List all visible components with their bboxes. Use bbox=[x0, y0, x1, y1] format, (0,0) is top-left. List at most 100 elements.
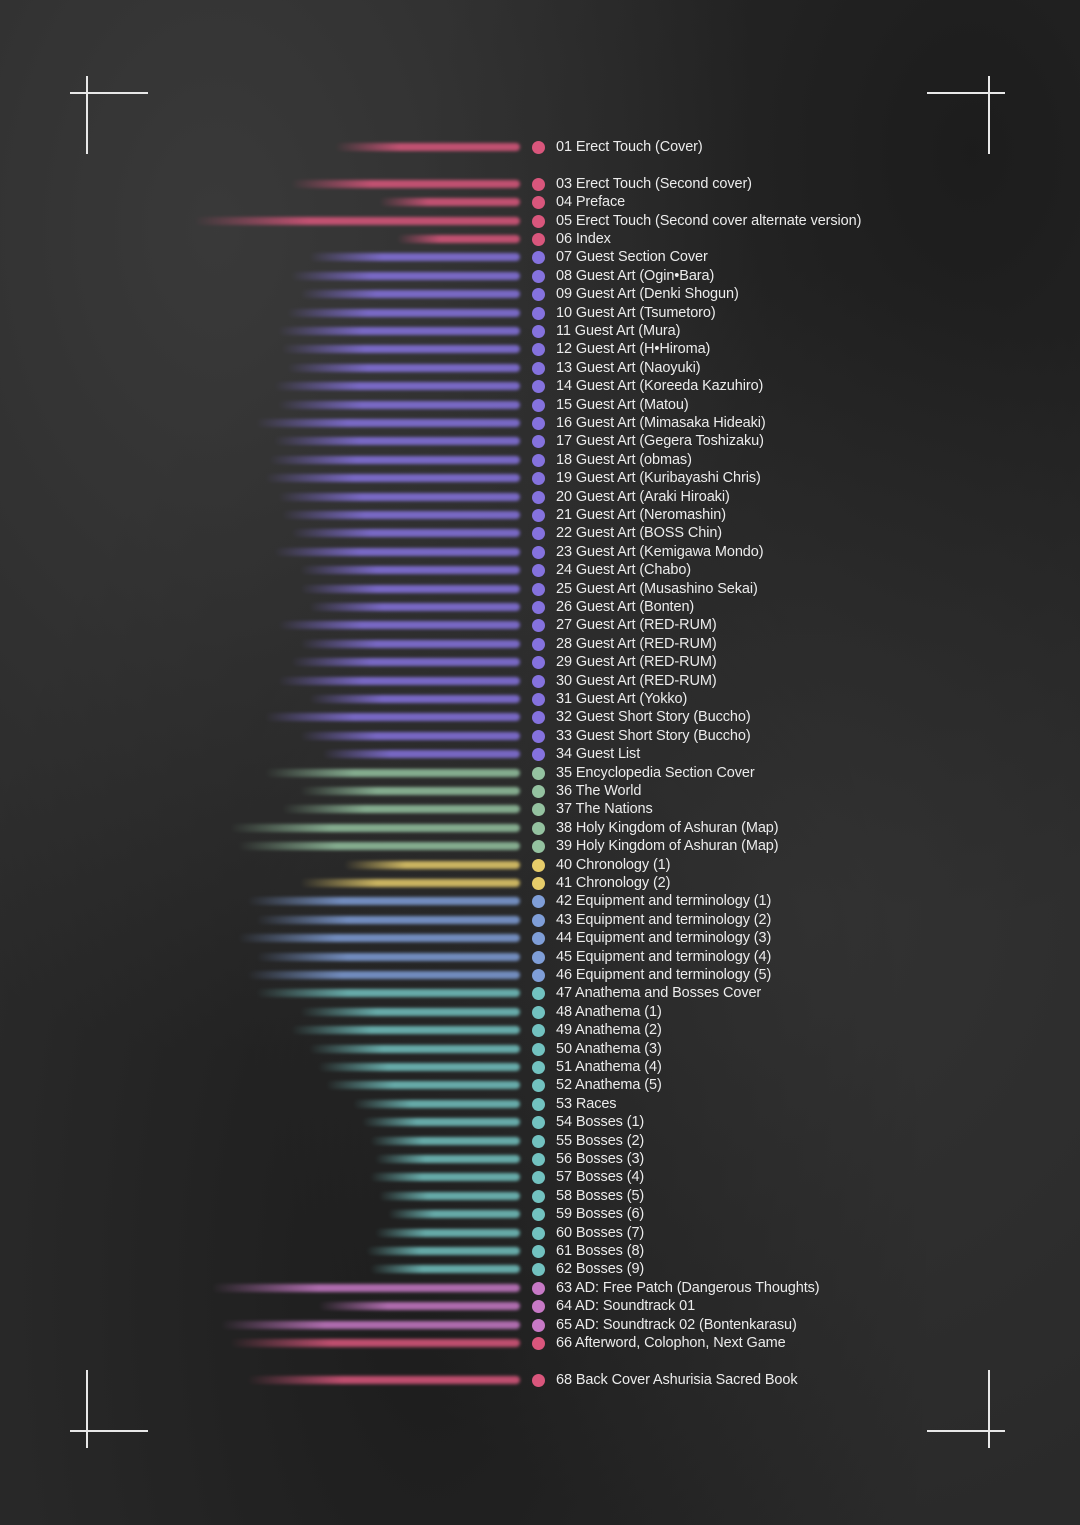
entry-label: 54 Bosses (1) bbox=[556, 1114, 645, 1131]
entry-dot bbox=[532, 417, 545, 430]
entry-bar bbox=[322, 750, 520, 759]
entry-dot bbox=[532, 1189, 545, 1203]
entry-bar bbox=[256, 419, 520, 427]
toc-entry: 37 The Nations bbox=[0, 800, 1080, 818]
entry-dot bbox=[532, 1042, 545, 1056]
entry-label: 32 Guest Short Story (Buccho) bbox=[556, 709, 751, 726]
entry-label: 15 Guest Art (Matou) bbox=[556, 396, 689, 413]
entry-dot bbox=[532, 693, 545, 706]
entry-dot bbox=[532, 674, 545, 688]
entry-label: 55 Bosses (2) bbox=[556, 1132, 645, 1149]
entry-dot bbox=[532, 803, 545, 817]
entry-label: 24 Guest Art (Chabo) bbox=[556, 562, 692, 579]
toc-entry: 30 Guest Art (RED-RUM) bbox=[0, 672, 1080, 690]
entry-label: 68 Back Cover Ashurisia Sacred Book bbox=[556, 1371, 798, 1388]
entry-label: 34 Guest List bbox=[556, 746, 641, 763]
entry-bar bbox=[309, 695, 520, 703]
entry-bar bbox=[265, 713, 520, 722]
entry-bar bbox=[318, 1302, 520, 1311]
entry-bar bbox=[375, 1228, 520, 1237]
entry-dot bbox=[532, 325, 545, 338]
entry-label: 30 Guest Art (RED-RUM) bbox=[556, 672, 717, 689]
entry-label: 35 Encyclopedia Section Cover bbox=[556, 764, 755, 781]
toc-entry: 08 Guest Art (Ogin•Bara) bbox=[0, 267, 1080, 285]
entry-dot bbox=[532, 177, 545, 191]
entry-bar bbox=[221, 1320, 520, 1329]
entry-label: 39 Holy Kingdom of Ashuran (Map) bbox=[556, 838, 779, 855]
toc-entry: 18 Guest Art (obmas) bbox=[0, 451, 1080, 469]
entry-bar bbox=[291, 529, 520, 538]
toc-entry: 38 Holy Kingdom of Ashuran (Map) bbox=[0, 819, 1080, 837]
entry-label: 46 Equipment and terminology (5) bbox=[556, 967, 772, 983]
entry-label: 45 Equipment and terminology (4) bbox=[556, 948, 772, 965]
toc-entry: 10 Guest Art (Tsumetoro) bbox=[0, 304, 1080, 322]
entry-label: 19 Guest Art (Kuribayashi Chris) bbox=[556, 470, 761, 487]
entry-bar bbox=[379, 1191, 520, 1200]
toc-entry: 47 Anathema and Bosses Cover bbox=[0, 984, 1080, 1002]
toc-entry: 59 Bosses (6) bbox=[0, 1205, 1080, 1223]
entry-dot bbox=[532, 1281, 545, 1295]
entry-label: 41 Chronology (2) bbox=[556, 875, 671, 891]
toc-entry: 55 Bosses (2) bbox=[0, 1132, 1080, 1150]
entry-bar bbox=[300, 1007, 520, 1016]
toc-entry: 50 Anathema (3) bbox=[0, 1040, 1080, 1058]
toc-entry: 62 Bosses (9) bbox=[0, 1260, 1080, 1278]
entry-bar bbox=[194, 216, 520, 225]
entry-bar bbox=[375, 1155, 520, 1163]
toc-entry: 46 Equipment and terminology (5) bbox=[0, 966, 1080, 984]
entry-label: 06 Index bbox=[556, 231, 611, 247]
entry-dot bbox=[532, 141, 545, 154]
toc-entry: 36 The World bbox=[0, 782, 1080, 800]
toc-entry: 61 Bosses (8) bbox=[0, 1242, 1080, 1260]
entry-label: 64 AD: Soundtrack 01 bbox=[556, 1298, 696, 1315]
entry-dot bbox=[532, 453, 545, 467]
toc-entry: 66 Afterword, Colophon, Next Game bbox=[0, 1334, 1080, 1352]
toc-entry: 54 Bosses (1) bbox=[0, 1113, 1080, 1131]
entry-label: 49 Anathema (2) bbox=[556, 1022, 662, 1039]
entry-bar bbox=[274, 382, 520, 391]
entry-bar bbox=[265, 768, 520, 777]
entry-dot bbox=[532, 1373, 545, 1387]
toc-entry: 24 Guest Art (Chabo) bbox=[0, 561, 1080, 579]
toc-entry: 20 Guest Art (Araki Hiroaki) bbox=[0, 488, 1080, 506]
entry-dot bbox=[532, 895, 545, 909]
entry-bar bbox=[278, 492, 520, 501]
entry-bar bbox=[291, 1026, 520, 1035]
toc-entry: 03 Erect Touch (Second cover) bbox=[0, 175, 1080, 193]
toc-entry: 49 Anathema (2) bbox=[0, 1021, 1080, 1039]
entry-bar bbox=[247, 1375, 520, 1384]
entry-dot bbox=[532, 490, 545, 504]
entry-label: 33 Guest Short Story (Buccho) bbox=[556, 727, 751, 744]
toc-entry: 58 Bosses (5) bbox=[0, 1187, 1080, 1205]
entry-label: 36 The World bbox=[556, 783, 642, 799]
entry-label: 61 Bosses (8) bbox=[556, 1243, 645, 1259]
entry-bar bbox=[269, 455, 520, 464]
entry-dot bbox=[532, 435, 545, 449]
entry-label: 42 Equipment and terminology (1) bbox=[556, 893, 772, 910]
entry-dot bbox=[532, 380, 545, 394]
toc-entry: 45 Equipment and terminology (4) bbox=[0, 948, 1080, 966]
entry-bar bbox=[370, 1136, 520, 1145]
entry-bar bbox=[287, 363, 520, 372]
entry-label: 62 Bosses (9) bbox=[556, 1261, 645, 1278]
entry-dot bbox=[532, 582, 545, 596]
toc-entry: 28 Guest Art (RED-RUM) bbox=[0, 635, 1080, 653]
entry-label: 07 Guest Section Cover bbox=[556, 249, 708, 266]
entry-dot bbox=[532, 932, 545, 946]
entry-dot bbox=[532, 748, 545, 762]
entry-bar bbox=[282, 511, 520, 519]
toc-entry: 12 Guest Art (H•Hiroma) bbox=[0, 340, 1080, 358]
entry-dot bbox=[532, 987, 545, 1001]
toc-entry: 17 Guest Art (Gegera Toshizaku) bbox=[0, 432, 1080, 450]
entry-bar bbox=[291, 179, 520, 188]
entry-label: 60 Bosses (7) bbox=[556, 1224, 645, 1241]
toc-entry: 11 Guest Art (Mura) bbox=[0, 322, 1080, 340]
entry-dot bbox=[532, 343, 545, 357]
entry-bar bbox=[388, 1210, 520, 1219]
entry-bar bbox=[247, 897, 520, 906]
entry-label: 57 Bosses (4) bbox=[556, 1169, 645, 1186]
entry-dot bbox=[532, 251, 545, 265]
entry-dot bbox=[532, 1024, 545, 1038]
entry-label: 10 Guest Art (Tsumetoro) bbox=[556, 304, 716, 321]
